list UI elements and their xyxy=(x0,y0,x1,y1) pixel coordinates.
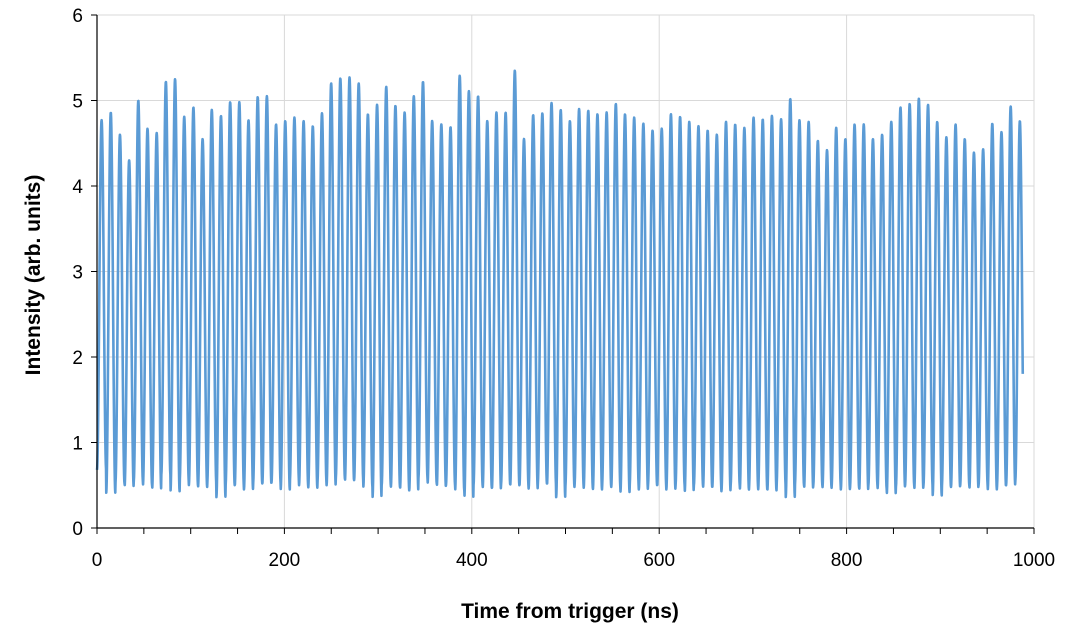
x-tick-label: 400 xyxy=(456,550,488,571)
x-tick-label: 800 xyxy=(831,550,863,571)
y-tick-label: 2 xyxy=(72,348,83,369)
y-tick-label: 6 xyxy=(72,6,83,27)
series-layer xyxy=(95,69,1025,499)
y-tick-label: 0 xyxy=(72,519,83,540)
x-tick-label: 0 xyxy=(92,550,103,571)
x-tick-label: 600 xyxy=(643,550,675,571)
y-tick-label: 5 xyxy=(72,92,83,113)
y-tick-label: 1 xyxy=(72,434,83,455)
x-axis-title: Time from trigger (ns) xyxy=(461,600,679,623)
y-axis-title: Intensity (arb. units) xyxy=(22,175,45,376)
y-tick-label: 3 xyxy=(72,263,83,284)
y-tick-label: 4 xyxy=(72,177,83,198)
axes xyxy=(91,14,1035,534)
x-tick-label: 1000 xyxy=(1013,550,1055,571)
x-tick-label: 200 xyxy=(269,550,301,571)
series-line xyxy=(95,69,1025,499)
tick-labels: 0 200 400 600 800 1000 0 1 2 3 4 5 6 xyxy=(72,6,1055,571)
